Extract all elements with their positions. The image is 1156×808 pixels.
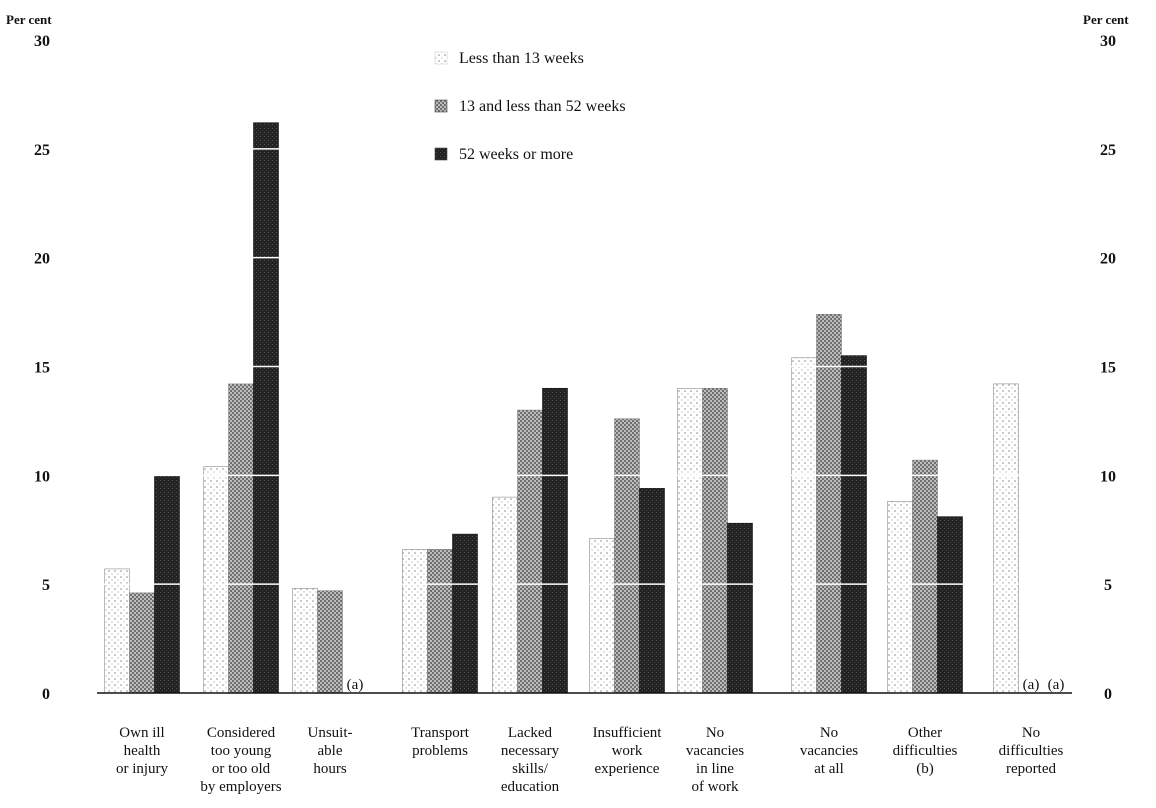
category-label-7: No vacancies at all [800,725,858,777]
y-axis-right-unit-label: Per cent [1083,12,1129,27]
category-label-1: Considered too young or too old by employer… [200,725,281,795]
category-label-4-line-3: education [501,779,560,795]
category-label-5-line-1: work [612,743,643,759]
bar-c8-s1 [912,459,938,694]
bar-c7-s2 [841,355,867,694]
category-label-1-line-1: too young [211,743,272,759]
y-tick-left-10: 10 [34,468,50,485]
bar-c0-s0 [104,568,130,694]
category-label-6: No vacancies in line of work [686,725,744,795]
category-label-2: Unsuit-able hours [308,725,353,777]
y-tick-right-20: 20 [1100,251,1116,268]
y-tick-left-5: 5 [42,577,50,594]
bar-c7-s1 [816,314,842,694]
bar-c6-s1 [702,388,728,694]
legend-label-0: Less than 13 weeks [459,50,584,67]
y-tick-right-10: 10 [1100,468,1116,485]
bar-c5-s2 [639,488,665,694]
bar-c7-s0 [791,357,817,694]
category-label-0-line-2: or injury [116,761,169,777]
annotation-cat-9-series-2: (a) [1048,677,1065,693]
category-label-5-line-2: experience [595,761,660,777]
y-tick-left-20: 20 [34,251,50,268]
y-tick-right-5: 5 [1104,577,1112,594]
category-label-6-line-0: No [706,725,724,741]
y-tick-left-25: 25 [34,142,50,159]
y-tick-right-30: 30 [1100,33,1116,50]
category-label-9: No difficulties reported [999,725,1064,777]
category-label-8-line-0: Other [908,725,942,741]
bar-c1-s2 [253,122,279,694]
bar-c4-s0 [492,496,518,694]
annotation-cat-2-series-2: (a) [347,677,364,693]
bar-c1-s0 [203,466,229,694]
category-label-3-line-0: Transport [411,725,470,741]
y-tick-left-0: 0 [42,686,50,703]
category-label-0: Own ill health or injury [116,725,169,777]
category-label-4-line-0: Lacked [508,725,553,741]
y-tick-right-25: 25 [1100,142,1116,159]
category-label-1-line-2: or too old [212,761,271,777]
legend-swatch-1 [434,99,448,113]
bar-c8-s0 [887,501,913,694]
y-tick-left-30: 30 [34,33,50,50]
category-label-5-line-0: Insufficient [593,725,663,741]
category-label-4-line-1: necessary [501,743,560,759]
bar-c6-s2 [727,522,753,694]
legend-label-1: 13 and less than 52 weeks [459,98,626,115]
bar-c3-s2 [452,533,478,694]
category-label-5: Insufficient work experience [593,725,663,777]
category-label-7-line-0: No [820,725,838,741]
bar-c5-s1 [614,418,640,694]
y-tick-left-15: 15 [34,360,50,377]
bar-c0-s1 [129,592,155,694]
category-label-8-line-1: difficulties [893,743,958,759]
y-tick-right-15: 15 [1100,360,1116,377]
legend-label-2: 52 weeks or more [459,146,573,163]
category-label-6-line-3: of work [691,779,739,795]
y-axis-left-unit-label: Per cent [6,12,52,27]
bar-c2-s1 [317,590,343,694]
category-label-2-line-2: hours [313,761,346,777]
annotation-cat-9-series-1: (a) [1023,677,1040,693]
category-label-1-line-3: by employers [200,779,281,795]
bar-c1-s1 [228,383,254,694]
category-label-8: Other difficulties (b) [893,725,958,777]
y-tick-right-0: 0 [1104,686,1112,703]
bar-c3-s0 [402,549,428,694]
bar-c3-s1 [427,549,453,694]
category-label-4: Lacked necessary skills/education [501,725,560,795]
legend-swatch-0 [434,51,448,65]
category-label-2-line-0: Unsuit- [308,725,353,741]
category-label-9-line-2: reported [1006,761,1056,777]
bar-c4-s2 [542,387,568,694]
category-label-3-line-1: problems [412,743,468,759]
bar-c4-s1 [517,409,543,694]
bar-c6-s0 [677,388,703,694]
bar-c8-s2 [937,516,963,694]
bar-c5-s0 [589,538,615,694]
category-label-9-line-0: No [1022,725,1040,741]
category-label-4-line-2: skills/ [512,761,549,777]
category-label-7-line-2: at all [814,761,844,777]
category-label-0-line-1: health [124,743,161,759]
category-label-1-line-0: Considered [207,725,276,741]
category-label-9-line-1: difficulties [999,743,1064,759]
bar-c9-s0 [993,383,1019,694]
category-label-3: Transport problems [411,725,470,759]
bar-c2-s0 [292,588,318,694]
category-label-6-line-1: vacancies [686,743,744,759]
category-label-6-line-2: in line [696,761,734,777]
category-label-8-line-2: (b) [916,761,934,777]
category-label-7-line-1: vacancies [800,743,858,759]
category-label-2-line-1: able [318,743,343,759]
category-label-0-line-0: Own ill [119,725,164,741]
legend-swatch-2 [434,147,448,161]
